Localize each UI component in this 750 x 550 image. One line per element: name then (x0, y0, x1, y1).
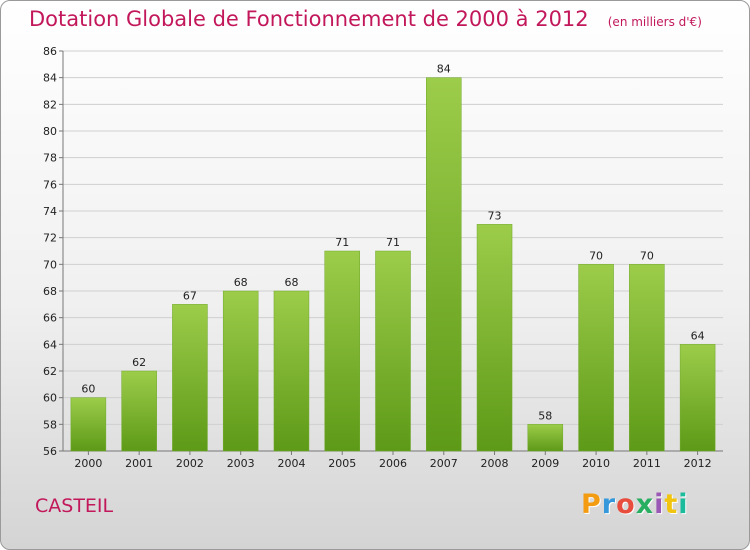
logo-letter: t (664, 489, 679, 520)
x-tick-label: 2001 (125, 457, 153, 470)
x-tick-label: 2004 (277, 457, 305, 470)
bar (70, 397, 107, 452)
y-tick-label: 80 (43, 125, 57, 138)
x-tick-label: 2011 (633, 457, 661, 470)
data-label: 70 (640, 249, 654, 262)
y-tick-label: 72 (43, 232, 57, 245)
title-row: Dotation Globale de Fonctionnement de 20… (29, 7, 702, 31)
x-tick-label: 2000 (74, 457, 102, 470)
logo-letter: o (616, 489, 636, 520)
data-label: 84 (437, 63, 451, 76)
y-tick-label: 76 (43, 178, 57, 191)
bar (629, 264, 665, 452)
data-label: 60 (81, 383, 95, 396)
logo-letter: i (654, 489, 665, 520)
y-tick-label: 66 (43, 312, 57, 325)
y-tick-label: 86 (43, 45, 57, 58)
x-tick-label: 2012 (684, 457, 712, 470)
data-label: 70 (589, 249, 603, 262)
data-label: 67 (183, 289, 197, 302)
data-label: 73 (488, 209, 502, 222)
data-label: 68 (234, 276, 248, 289)
bar (121, 370, 157, 452)
bar (324, 250, 360, 452)
x-tick-label: 2008 (481, 457, 509, 470)
y-tick-label: 62 (43, 365, 57, 378)
bar (426, 77, 462, 452)
bar (679, 344, 716, 452)
y-tick-label: 60 (43, 392, 57, 405)
y-tick-label: 68 (43, 285, 57, 298)
bar (476, 224, 513, 452)
bar (172, 304, 208, 452)
proxiti-logo: Proxiti (581, 489, 689, 520)
x-tick-label: 2006 (379, 457, 407, 470)
bar (375, 250, 411, 452)
chart-title: Dotation Globale de Fonctionnement de 20… (29, 7, 589, 31)
bar (578, 264, 614, 452)
y-tick-label: 78 (43, 152, 57, 165)
x-tick-label: 2007 (430, 457, 458, 470)
labels-layer: 56 58 60 62 64 66 68 70 72 74 76 78 80 82 84 86 60 2000 62… (43, 45, 712, 470)
x-tick-label: 2005 (328, 457, 356, 470)
x-tick-label: 2009 (531, 457, 559, 470)
data-label: 71 (335, 236, 349, 249)
x-tick-label: 2010 (582, 457, 610, 470)
logo-letter: P (581, 489, 602, 520)
commune-name: CASTEIL (35, 495, 114, 517)
y-tick-label: 84 (43, 72, 57, 85)
bar (527, 424, 564, 452)
y-tick-label: 58 (43, 418, 57, 431)
logo-letter: r (601, 489, 617, 520)
chart-subtitle: (en milliers d'€) (607, 15, 702, 29)
y-tick-label: 64 (43, 338, 57, 351)
data-label: 58 (538, 409, 552, 422)
x-tick-label: 2003 (227, 457, 255, 470)
y-tick-label: 74 (43, 205, 57, 218)
data-label: 64 (691, 329, 705, 342)
logo-letter: x (635, 489, 655, 520)
data-label: 62 (132, 356, 146, 369)
y-tick-label: 70 (43, 258, 57, 271)
bar (222, 290, 259, 452)
x-tick-label: 2002 (176, 457, 204, 470)
logo-letter: i (678, 489, 689, 520)
bar (273, 290, 310, 452)
y-tick-label: 82 (43, 98, 57, 111)
data-label: 71 (386, 236, 400, 249)
y-tick-label: 56 (43, 445, 57, 458)
bars-layer (70, 77, 716, 452)
data-label: 68 (284, 276, 298, 289)
